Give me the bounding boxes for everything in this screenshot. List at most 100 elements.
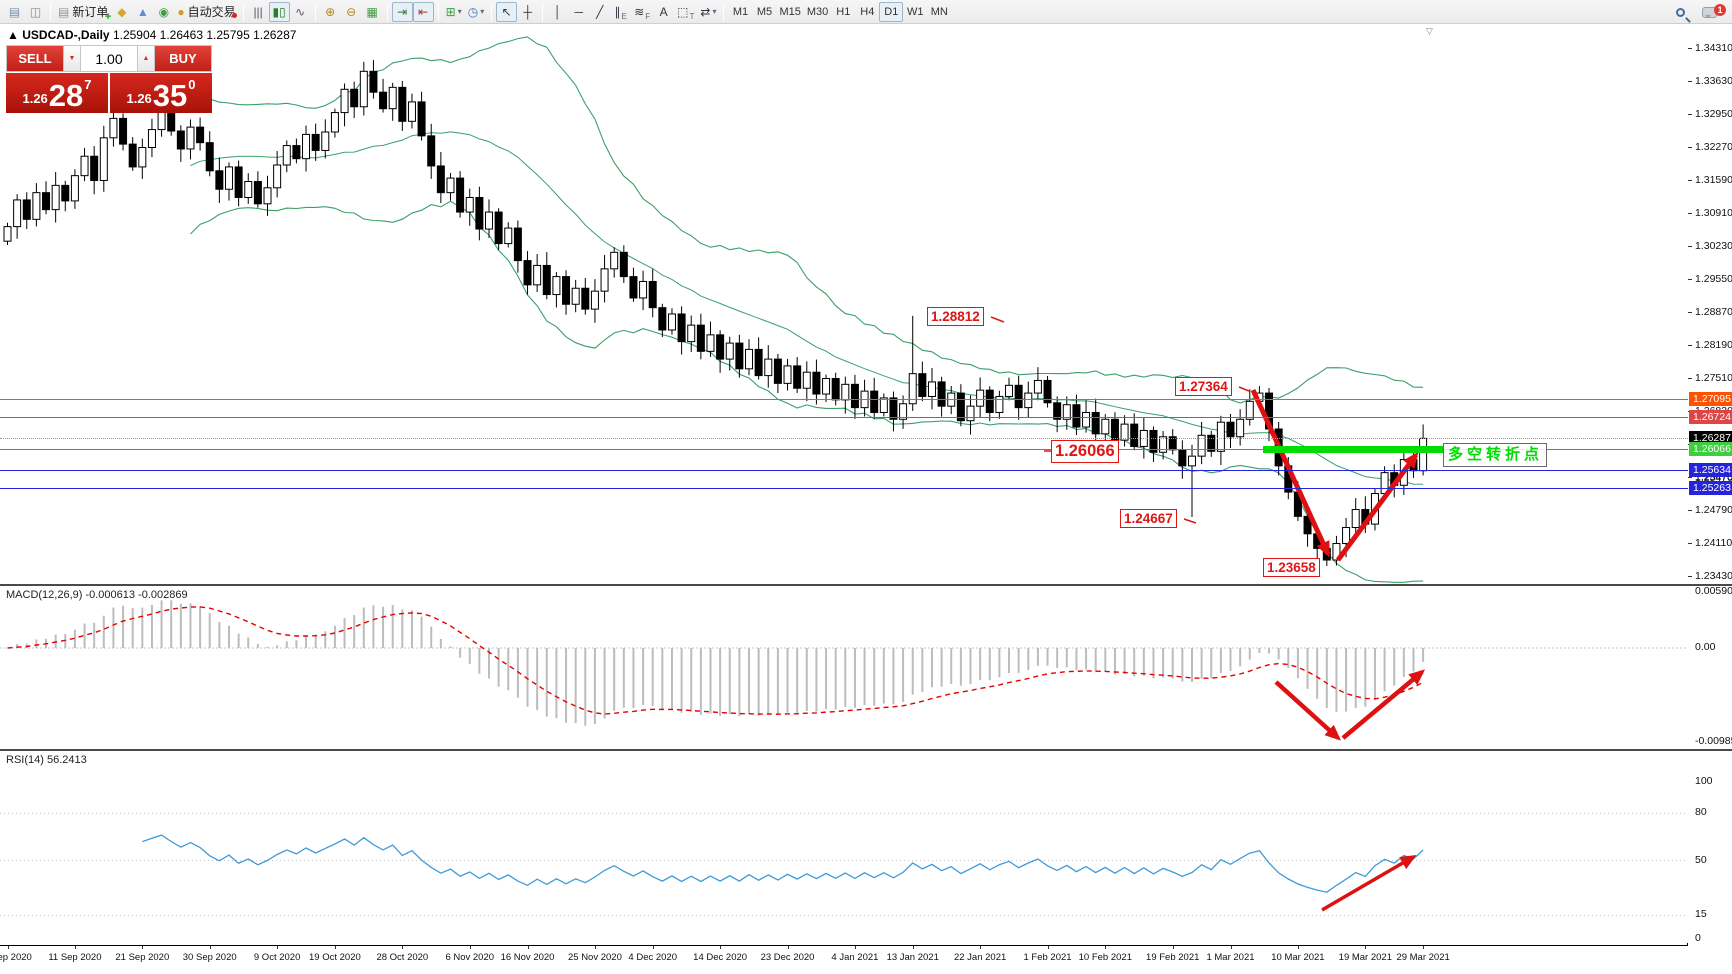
date-tick — [402, 946, 404, 949]
signals-button[interactable]: ◉ — [153, 2, 174, 22]
date-tick — [980, 946, 982, 949]
horizontal-line-tool-button[interactable]: ─ — [568, 2, 589, 22]
date-tick — [720, 946, 722, 949]
label-tool-button[interactable]: ⬚ T — [677, 4, 695, 21]
date-tick — [1172, 946, 1174, 949]
horizontal-line-1.27095[interactable] — [0, 399, 1688, 400]
date-tick — [854, 946, 856, 949]
timeframe-m1[interactable]: M1 — [732, 5, 749, 18]
zoom-in-button[interactable]: ⊕ — [320, 2, 341, 22]
splitter-price-macd[interactable] — [0, 584, 1732, 586]
date-axis[interactable]: 2 Sep 2020 11 Sep 2020 21 Sep 2020 30 Sep 2… — [0, 945, 1688, 974]
text-tool-button[interactable]: A — [653, 2, 674, 22]
auto-trading-button[interactable]: ● 自动交易 — [177, 4, 237, 19]
timeframe-mn[interactable]: MN — [930, 5, 948, 18]
line-chart-mode-button[interactable]: ∿ — [290, 2, 311, 22]
label-tool-icon: ⬚ — [677, 4, 689, 19]
buy-button[interactable]: BUY — [155, 46, 211, 71]
crosshair-tool-button[interactable]: ┼ — [517, 2, 538, 22]
horizontal-line-1.25263[interactable] — [0, 488, 1688, 489]
new-order-button[interactable]: ▤ + 新订单 — [58, 4, 112, 23]
date-label: 16 Nov 2020 — [500, 952, 555, 963]
date-tick — [142, 946, 144, 949]
notifications-icon[interactable]: 1 — [1699, 2, 1726, 22]
timeframe-h1[interactable]: H1 — [836, 5, 851, 18]
support-zone-bar[interactable] — [1263, 446, 1444, 453]
price-annotation-1.23658[interactable]: 1.23658 — [1263, 558, 1320, 577]
price-annotation-1.24667[interactable]: 1.24667 — [1120, 509, 1177, 528]
price-annotation-1.28812[interactable]: 1.28812 — [927, 307, 984, 326]
buy-price-box[interactable]: 1.26 35 0 — [110, 73, 212, 113]
macd-scale-0.005908: 0.005908 — [1695, 584, 1732, 597]
zoom-out-button[interactable]: ⊖ — [341, 2, 362, 22]
price-scale[interactable]: 1.34310 1.33630 1.32950 1.32270 1.31590 1.309… — [1688, 24, 1732, 950]
tile-windows-button[interactable]: ▦ — [362, 2, 383, 22]
date-tick — [652, 946, 654, 949]
candlestick-chart — [3, 36, 1428, 583]
macd-scale--0.009851: -0.009851 — [1695, 734, 1732, 747]
scale-tick-1.28870: 1.28870 — [1688, 306, 1732, 318]
buy-price-sup: 0 — [188, 77, 196, 92]
channel-tool-button[interactable]: ∥ E — [614, 4, 627, 21]
horizontal-line-1.26724[interactable] — [0, 417, 1688, 418]
fibonacci-tool-button[interactable]: ≋ F — [634, 4, 651, 21]
search-icon[interactable] — [1670, 2, 1691, 22]
upload-report-button[interactable]: ▲ — [132, 2, 153, 22]
date-tick — [787, 946, 789, 949]
bar-chart-mode-button[interactable]: ||| — [248, 2, 269, 22]
chart-shift-button[interactable]: ⇤ — [412, 1, 434, 22]
chart-column: 多空转折点 1.28812 1.27364 1.26066 1.24667 1.23658… — [0, 24, 1688, 974]
price-annotation-1.27364[interactable]: 1.27364 — [1175, 377, 1232, 396]
date-tick — [1365, 946, 1367, 949]
date-label: 11 Sep 2020 — [48, 952, 102, 963]
auto-scroll-button[interactable]: ⇥ — [391, 1, 413, 22]
collapse-icon[interactable]: ▲ — [7, 28, 19, 42]
horizontal-line-1.25634[interactable] — [0, 470, 1688, 471]
horizontal-line-1.26066[interactable] — [0, 449, 1688, 450]
volume-decrease-button[interactable]: ▼ — [63, 46, 81, 71]
macd-panel[interactable]: MACD(12,26,9) -0.000613 -0.002869 — [0, 586, 1688, 749]
price-chart-panel[interactable]: 多空转折点 1.28812 1.27364 1.26066 1.24667 1.23658… — [0, 24, 1688, 584]
upload-report-icon: ▲ — [136, 4, 149, 19]
indicators-list-icon: ⊞ — [445, 4, 456, 19]
date-label: 4 Jan 2021 — [831, 952, 879, 963]
scale-highlight-1.25263: 1.25263 — [1689, 481, 1732, 496]
pivot-annotation[interactable]: 多空转折点 — [1443, 443, 1547, 467]
cursor-tool-button[interactable]: ↖ — [496, 1, 518, 22]
period-clock-button[interactable]: ◷ ▾ — [467, 4, 485, 19]
timeframe-m15[interactable]: M15 — [779, 5, 801, 18]
timeframe-d1[interactable]: D1 — [879, 1, 904, 22]
vertical-line-tool-button[interactable]: │ — [547, 2, 568, 22]
new-chart-button[interactable]: ▤ — [4, 2, 25, 22]
date-label: 13 Jan 2021 — [886, 952, 939, 963]
price-annotation-1.26066[interactable]: 1.26066 — [1051, 440, 1119, 463]
date-label: 14 Dec 2020 — [693, 952, 748, 963]
eraser-button[interactable]: ◆ — [111, 2, 132, 22]
timeframe-h4[interactable]: H4 — [860, 5, 875, 18]
scale-tick-1.33630: 1.33630 — [1688, 75, 1732, 87]
trendline-tool-button[interactable]: ╱ — [589, 2, 610, 22]
chart-profiles-button[interactable]: ◫ — [25, 2, 46, 22]
scale-highlight-1.26724: 1.26724 — [1689, 410, 1732, 425]
auto-scroll-icon: ⇥ — [397, 4, 408, 19]
rsi-scale-15: 15 — [1695, 908, 1707, 921]
timeframe-m5[interactable]: M5 — [756, 5, 773, 18]
scale-tick-1.31590: 1.31590 — [1688, 174, 1732, 186]
timeframe-m30[interactable]: M30 — [806, 5, 829, 18]
timeframe-w1[interactable]: W1 — [907, 5, 924, 18]
rsi-scale-100: 100 — [1695, 775, 1713, 787]
volume-increase-button[interactable]: ▲ — [137, 46, 155, 71]
rsi-panel[interactable]: RSI(14) 56.2413 — [0, 751, 1688, 943]
sell-price-box[interactable]: 1.26 28 7 — [6, 73, 108, 113]
horizontal-line-1.26287[interactable] — [0, 438, 1688, 439]
indicators-list-button[interactable]: ⊞ ▾ — [445, 4, 462, 19]
scale-tick-1.32950: 1.32950 — [1688, 108, 1732, 120]
arrows-tool-button[interactable]: ⇄ ▾ — [700, 4, 717, 19]
shift-marker-icon[interactable]: ▽ — [1426, 26, 1433, 36]
candlestick-mode-button[interactable]: ▮▯ — [268, 1, 290, 22]
date-label: 23 Dec 2020 — [760, 952, 815, 963]
sell-button[interactable]: SELL — [7, 46, 63, 71]
splitter-macd-rsi[interactable] — [0, 749, 1732, 751]
scale-tick-1.24790: 1.24790 — [1688, 504, 1732, 516]
volume-input[interactable]: 1.00 — [81, 46, 137, 71]
